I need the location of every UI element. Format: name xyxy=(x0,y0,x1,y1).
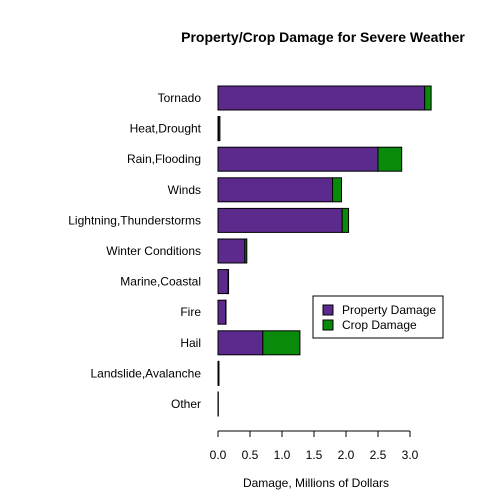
category-label: Other xyxy=(171,397,201,411)
bar-crop-0 xyxy=(424,85,432,111)
category-label: Fire xyxy=(180,305,201,319)
x-tick-label: 0.0 xyxy=(210,448,227,462)
bar-property-4 xyxy=(217,207,343,233)
x-tick-label: 1.0 xyxy=(274,448,291,462)
category-label: Lightning,Thunderstorms xyxy=(68,213,201,227)
category-labels: Tornado Heat,Drought Rain,Flooding Winds Lig… xyxy=(68,91,201,411)
x-axis: 0.0 0.5 1.0 1.5 2.0 2.5 3.0 xyxy=(210,430,419,462)
category-label: Heat,Drought xyxy=(130,122,202,136)
bar-property-6 xyxy=(217,269,229,295)
legend-box xyxy=(312,295,444,339)
bar-crop-8 xyxy=(262,330,301,356)
bar-crop-5 xyxy=(244,238,248,264)
bar-crop-3 xyxy=(332,177,343,203)
x-tick-label: 3.0 xyxy=(402,448,419,462)
legend-swatch-property xyxy=(322,304,334,316)
x-tick-label: 0.5 xyxy=(242,448,259,462)
chart-title: Property/Crop Damage for Severe Weather xyxy=(181,29,465,45)
x-axis-label: Damage, Millions of Dollars xyxy=(243,476,389,490)
bar-crop-1 xyxy=(218,116,221,142)
bar-property-7 xyxy=(217,299,227,325)
category-label: Tornado xyxy=(158,91,202,105)
category-label: Winds xyxy=(168,183,201,197)
category-label: Landslide,Avalanche xyxy=(90,366,201,380)
x-tick-label: 1.5 xyxy=(306,448,323,462)
bar-crop-4 xyxy=(341,207,350,233)
legend-label-crop: Crop Damage xyxy=(342,318,417,332)
bar-property-2 xyxy=(217,146,379,172)
bars-group xyxy=(217,85,432,417)
category-label: Rain,Flooding xyxy=(127,152,201,166)
bar-crop-2 xyxy=(377,146,403,172)
legend-label-property: Property Damage xyxy=(342,303,436,317)
x-tick-label: 2.0 xyxy=(338,448,355,462)
bar-property-3 xyxy=(217,177,334,203)
bar-property-8 xyxy=(217,330,264,356)
category-label: Hail xyxy=(180,336,201,350)
bar-property-5 xyxy=(217,238,246,264)
category-label: Winter Conditions xyxy=(106,244,201,258)
x-tick-label: 2.5 xyxy=(370,448,387,462)
bar-property-0 xyxy=(217,85,426,111)
legend-swatch-crop xyxy=(322,319,334,331)
category-label: Marine,Coastal xyxy=(120,275,201,289)
